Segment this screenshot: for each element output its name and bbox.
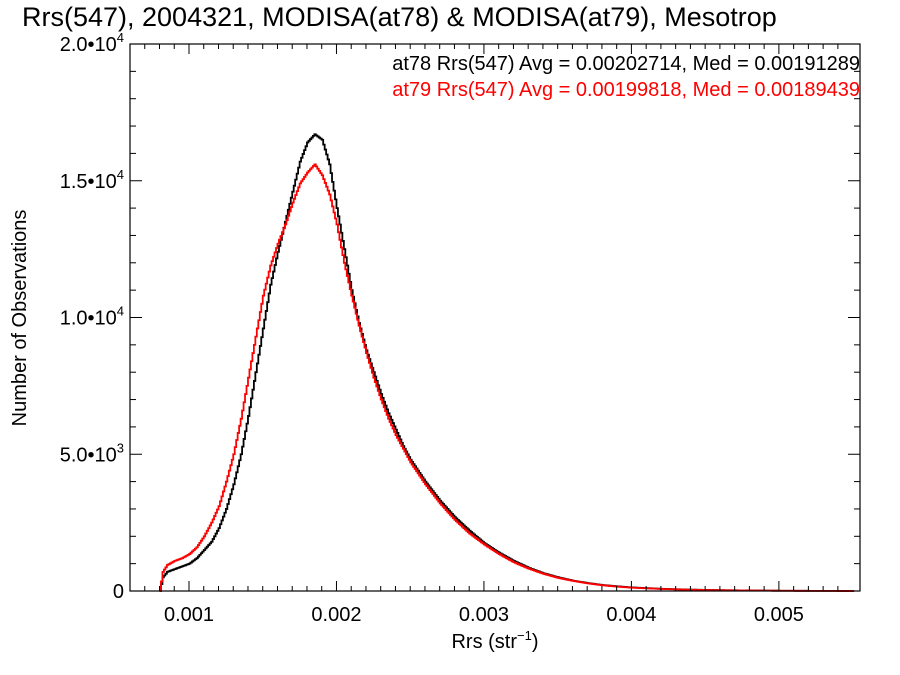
y-tick-label: 0 xyxy=(113,581,124,603)
y-tick-label: 1.0•104 xyxy=(60,304,124,330)
series-line-at78 xyxy=(159,133,855,592)
y-tick-label: 2.0•104 xyxy=(60,30,124,56)
legend-entry-at78: at78 Rrs(547) Avg = 0.00202714, Med = 0.… xyxy=(392,53,860,75)
x-axis-label-exponent: −1 xyxy=(517,628,532,643)
y-axis: 0 5.0•103 1.0•104 1.5•104 2.0•104 xyxy=(60,30,860,603)
x-tick-label: 0.003 xyxy=(459,604,509,626)
x-axis-label: Rrs (str−1) xyxy=(451,628,538,653)
legend-entry-at79: at79 Rrs(547) Avg = 0.00199818, Med = 0.… xyxy=(392,79,860,101)
x-axis-label-main: Rrs (str xyxy=(451,631,517,653)
series-layer xyxy=(159,133,855,592)
y-tick-label: 1.5•104 xyxy=(60,167,124,193)
y-axis-label: Number of Observations xyxy=(9,210,31,427)
x-tick-label: 0.004 xyxy=(606,604,656,626)
x-tick-label: 0.005 xyxy=(754,604,804,626)
x-tick-label: 0.001 xyxy=(164,604,214,626)
x-axis: 0.001 0.002 0.003 0.004 0.005 xyxy=(129,44,839,626)
legend: at78 Rrs(547) Avg = 0.00202714, Med = 0.… xyxy=(392,53,860,101)
plot-frame xyxy=(129,43,861,592)
x-tick-label: 0.002 xyxy=(311,604,361,626)
y-tick-label: 5.0•103 xyxy=(60,440,124,466)
x-axis-label-close: ) xyxy=(532,631,539,653)
series-line-at79 xyxy=(159,163,855,592)
chart-title: Rrs(547), 2004321, MODISA(at78) & MODISA… xyxy=(22,2,777,32)
